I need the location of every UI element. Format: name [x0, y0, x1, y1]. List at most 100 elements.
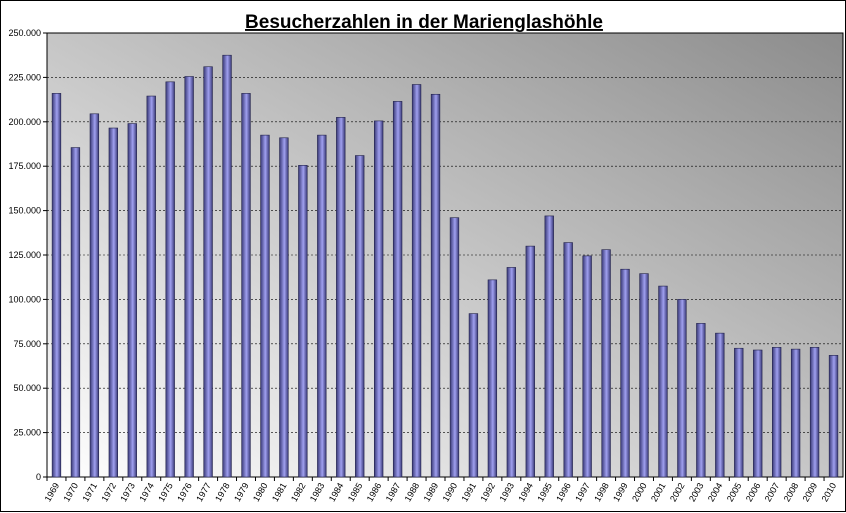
bar-1979 — [241, 93, 251, 478]
bar-1970 — [70, 147, 81, 478]
bar-1971 — [89, 113, 100, 478]
x-tick-label: 1989 — [422, 481, 441, 503]
bar-1987 — [392, 101, 403, 478]
x-tick-label: 1973 — [118, 481, 137, 503]
grid-lines — [47, 77, 843, 433]
x-tick-label: 2003 — [687, 481, 706, 503]
y-tick-label: 200.000 — [8, 117, 41, 127]
y-tick-label: 150.000 — [8, 206, 41, 216]
bar-1978 — [222, 54, 232, 478]
bar-2006 — [753, 349, 763, 478]
x-tick-label: 2010 — [820, 481, 839, 503]
x-tick-label: 2002 — [668, 481, 687, 503]
bar-1996 — [563, 242, 573, 478]
x-tick-label: 1993 — [497, 481, 516, 503]
y-tick-label: 175.000 — [8, 161, 41, 171]
x-tick-label: 1984 — [327, 481, 346, 503]
bar-1997 — [582, 255, 592, 478]
bar-1999 — [620, 268, 630, 478]
y-tick-label: 225.000 — [8, 72, 41, 82]
bar-1980 — [260, 134, 270, 478]
bar-1974 — [146, 95, 156, 478]
x-tick-label: 1996 — [554, 481, 573, 503]
x-tick-label: 1988 — [403, 481, 422, 503]
x-tick-label: 1969 — [43, 481, 62, 503]
y-tick-label: 75.000 — [13, 339, 41, 349]
y-axis: 0 25.000 50.000 75.000 100.000 125.000 150.000… — [8, 28, 47, 482]
x-tick-label: 1981 — [270, 481, 289, 503]
x-tick-label: 1970 — [61, 481, 80, 503]
bar-2010 — [828, 355, 839, 478]
x-tick-label: 1977 — [194, 481, 213, 503]
x-tick-label: 1997 — [573, 481, 592, 503]
bar-1989 — [430, 93, 441, 478]
bar-1992 — [487, 279, 498, 478]
bar-2001 — [658, 285, 668, 478]
x-tick-label: 1998 — [592, 481, 611, 503]
bar-2002 — [677, 299, 687, 478]
y-tick-label: 100.000 — [8, 294, 41, 304]
x-tick-label: 1979 — [232, 481, 251, 503]
x-tick-label: 2000 — [630, 481, 649, 503]
x-tick-label: 1982 — [289, 481, 308, 503]
bar-1972 — [108, 127, 118, 478]
bar-1998 — [601, 249, 611, 478]
x-tick-label: 1972 — [99, 481, 118, 503]
bar-1981 — [279, 137, 289, 478]
bar-1983 — [317, 134, 327, 478]
x-tick-label: 2001 — [649, 481, 668, 503]
bar-1986 — [374, 120, 384, 478]
x-tick-label: 2005 — [725, 481, 744, 503]
bar-1977 — [203, 66, 213, 478]
bar-1985 — [355, 155, 365, 478]
x-tick-label: 1987 — [384, 481, 403, 503]
bar-1993 — [506, 267, 516, 478]
bar-1984 — [336, 117, 346, 478]
bar-1988 — [411, 84, 422, 478]
bar-1990 — [449, 217, 460, 478]
bar-1994 — [525, 245, 535, 478]
bar-1976 — [184, 76, 194, 478]
x-axis: 1969 1970 1971 1972 1973 1974 1975 1976 1977 1978… — [43, 477, 839, 503]
bar-2008 — [790, 348, 801, 478]
bar-1982 — [298, 165, 308, 478]
x-tick-label: 1995 — [535, 481, 554, 503]
chart-title: Besucherzahlen in der Marienglashöhle — [245, 12, 603, 33]
y-tick-label: 0 — [36, 472, 41, 482]
x-tick-label: 1976 — [175, 481, 194, 503]
x-tick-label: 1971 — [80, 481, 99, 503]
bar-1991 — [468, 313, 479, 478]
y-tick-label: 50.000 — [13, 383, 41, 393]
x-tick-label: 2007 — [763, 481, 782, 503]
x-tick-label: 1980 — [251, 481, 270, 503]
x-tick-label: 2006 — [744, 481, 763, 503]
bars — [51, 54, 839, 478]
x-tick-label: 1978 — [213, 481, 232, 503]
bar-1995 — [544, 215, 554, 478]
x-tick-label: 1990 — [441, 481, 460, 503]
x-tick-label: 1994 — [516, 481, 535, 503]
bar-2004 — [715, 332, 725, 478]
y-tick-label: 125.000 — [8, 250, 41, 260]
x-tick-label: 2004 — [706, 481, 725, 503]
x-tick-label: 1974 — [137, 481, 156, 503]
x-tick-label: 2009 — [801, 481, 820, 503]
bar-2009 — [809, 347, 820, 478]
bar-2003 — [696, 323, 706, 478]
y-tick-label: 250.000 — [8, 28, 41, 38]
x-tick-label: 1985 — [346, 481, 365, 503]
x-tick-label: 1991 — [459, 481, 478, 503]
x-tick-label: 1999 — [611, 481, 630, 503]
x-tick-label: 1975 — [156, 481, 175, 503]
x-tick-label: 1983 — [308, 481, 327, 503]
bar-1975 — [165, 81, 175, 478]
x-tick-label: 2008 — [782, 481, 801, 503]
bar-2005 — [734, 347, 744, 478]
x-tick-label: 1986 — [365, 481, 384, 503]
y-tick-label: 25.000 — [13, 428, 41, 438]
bar-2000 — [639, 273, 649, 478]
bar-1973 — [127, 123, 137, 478]
x-tick-label: 1992 — [478, 481, 497, 503]
